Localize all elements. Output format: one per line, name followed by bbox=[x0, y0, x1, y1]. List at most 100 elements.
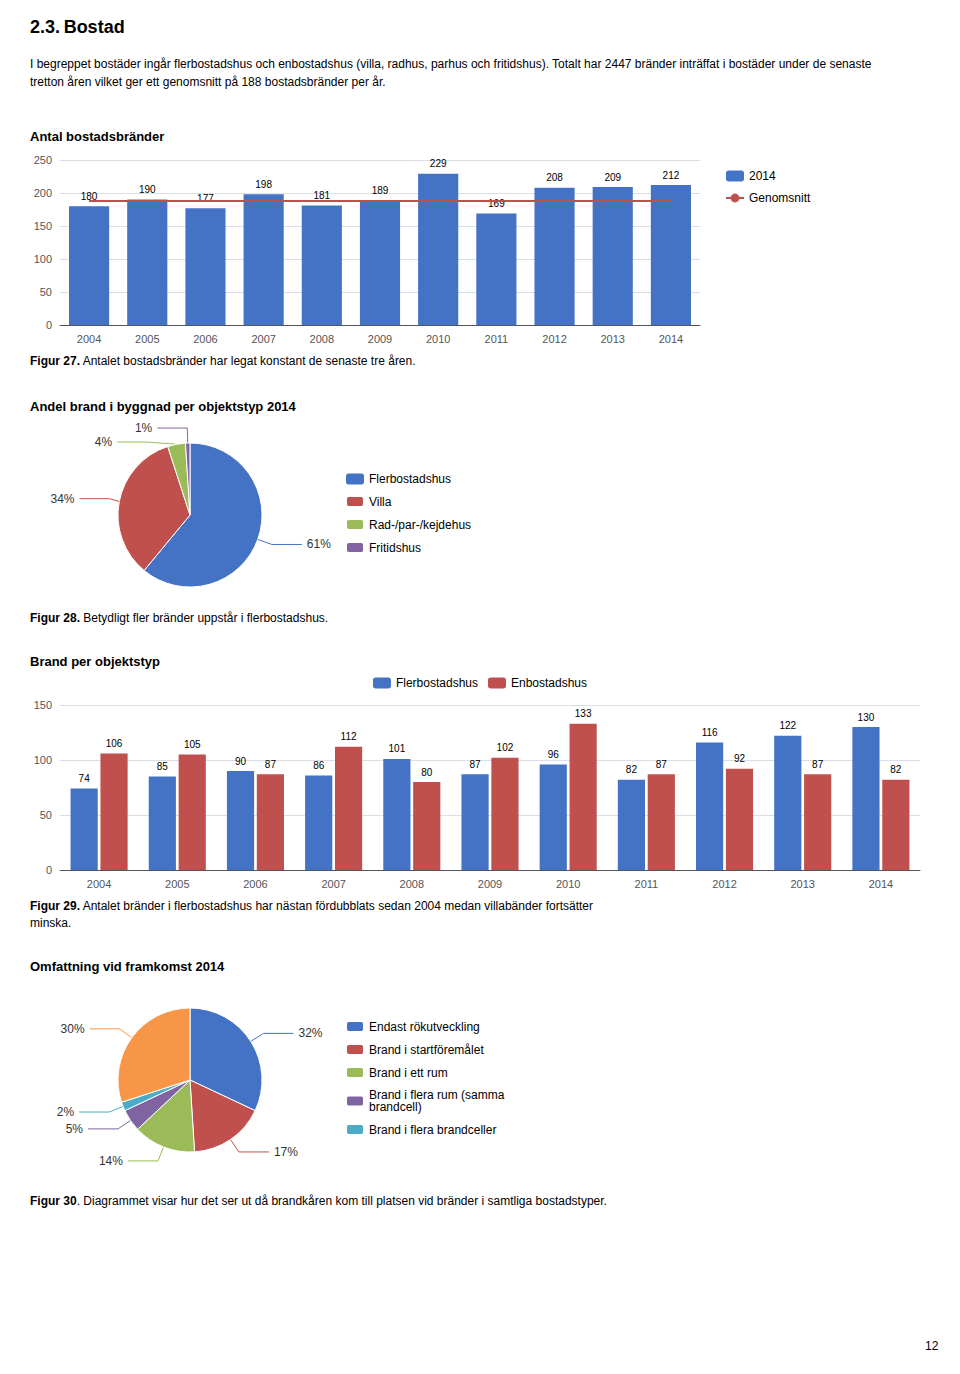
svg-text:90: 90 bbox=[235, 756, 247, 767]
svg-text:Genomsnitt: Genomsnitt bbox=[749, 191, 811, 205]
svg-text:Flerbostadshus: Flerbostadshus bbox=[369, 472, 451, 486]
svg-text:2007: 2007 bbox=[321, 878, 345, 890]
svg-text:2011: 2011 bbox=[635, 878, 659, 890]
svg-text:50: 50 bbox=[40, 809, 52, 821]
svg-text:Antalet bränder i flerbostadsh: Antalet bränder i flerbostadshus har näs… bbox=[80, 899, 593, 913]
svg-text:12: 12 bbox=[925, 1339, 939, 1353]
svg-text:2.3. Bostad: 2.3. Bostad bbox=[30, 17, 125, 37]
svg-text:74: 74 bbox=[79, 773, 91, 784]
svg-text:. Diagrammet visar hur det ser: . Diagrammet visar hur det ser ut då bra… bbox=[77, 1194, 607, 1208]
svg-text:Brand i flera brandceller: Brand i flera brandceller bbox=[369, 1123, 496, 1137]
svg-text:14%: 14% bbox=[99, 1154, 123, 1168]
svg-text:2006: 2006 bbox=[193, 333, 217, 345]
svg-text:30%: 30% bbox=[61, 1022, 85, 1036]
svg-text:2010: 2010 bbox=[556, 878, 580, 890]
svg-text:Brand per objektstyp: Brand per objektstyp bbox=[30, 654, 160, 669]
svg-text:116: 116 bbox=[702, 727, 718, 738]
svg-text:2008: 2008 bbox=[400, 878, 424, 890]
svg-text:208: 208 bbox=[546, 172, 563, 183]
svg-text:2008: 2008 bbox=[310, 333, 334, 345]
svg-text:96: 96 bbox=[548, 749, 560, 760]
svg-text:87: 87 bbox=[656, 759, 668, 770]
svg-text:4%: 4% bbox=[95, 435, 113, 449]
svg-text:Figur 30: Figur 30 bbox=[30, 1194, 77, 1208]
svg-text:Brand i startföremålet: Brand i startföremålet bbox=[369, 1043, 484, 1057]
svg-text:100: 100 bbox=[34, 253, 52, 265]
svg-text:Endast rökutveckling: Endast rökutveckling bbox=[369, 1020, 480, 1034]
svg-text:Antalet bostadsbränder har leg: Antalet bostadsbränder har legat konstan… bbox=[80, 354, 416, 368]
svg-text:250: 250 bbox=[34, 154, 52, 166]
svg-text:2005: 2005 bbox=[165, 878, 189, 890]
svg-text:200: 200 bbox=[34, 187, 52, 199]
svg-text:Brand i ett rum: Brand i ett rum bbox=[369, 1066, 448, 1080]
svg-text:2006: 2006 bbox=[243, 878, 267, 890]
svg-text:2013: 2013 bbox=[600, 333, 624, 345]
svg-text:2004: 2004 bbox=[87, 878, 111, 890]
svg-text:87: 87 bbox=[265, 759, 277, 770]
svg-text:87: 87 bbox=[812, 759, 824, 770]
svg-text:209: 209 bbox=[604, 172, 621, 183]
svg-text:Antal bostadsbränder: Antal bostadsbränder bbox=[30, 129, 164, 144]
svg-text:190: 190 bbox=[139, 184, 156, 195]
svg-text:32%: 32% bbox=[298, 1026, 322, 1040]
svg-text:189: 189 bbox=[372, 185, 389, 196]
svg-text:2012: 2012 bbox=[542, 333, 566, 345]
svg-text:61%: 61% bbox=[307, 537, 331, 551]
svg-text:Flerbostadshus: Flerbostadshus bbox=[396, 676, 478, 690]
svg-text:I begreppet bostäder ingår fle: I begreppet bostäder ingår flerbostadshu… bbox=[30, 57, 875, 71]
svg-text:Betydligt fler bränder uppstår: Betydligt fler bränder uppstår i flerbos… bbox=[80, 611, 328, 625]
svg-text:2012: 2012 bbox=[712, 878, 736, 890]
svg-text:50: 50 bbox=[40, 286, 52, 298]
svg-text:0: 0 bbox=[46, 319, 52, 331]
svg-text:80: 80 bbox=[421, 767, 433, 778]
svg-text:5%: 5% bbox=[66, 1122, 84, 1136]
svg-text:2%: 2% bbox=[57, 1105, 75, 1119]
svg-text:2011: 2011 bbox=[485, 333, 509, 345]
svg-text:Fritidshus: Fritidshus bbox=[369, 541, 421, 555]
svg-text:2009: 2009 bbox=[368, 333, 392, 345]
svg-text:17%: 17% bbox=[274, 1145, 298, 1159]
svg-text:133: 133 bbox=[575, 708, 592, 719]
svg-text:Figur 29.: Figur 29. bbox=[30, 899, 80, 913]
svg-text:150: 150 bbox=[34, 220, 52, 232]
svg-text:minska.: minska. bbox=[30, 916, 71, 930]
svg-text:150: 150 bbox=[34, 699, 52, 711]
svg-text:130: 130 bbox=[858, 712, 875, 723]
svg-text:Rad-/par-/kejdehus: Rad-/par-/kejdehus bbox=[369, 518, 471, 532]
svg-text:122: 122 bbox=[779, 720, 796, 731]
svg-text:100: 100 bbox=[34, 754, 52, 766]
svg-text:Enbostadshus: Enbostadshus bbox=[511, 676, 587, 690]
svg-text:82: 82 bbox=[890, 764, 902, 775]
svg-text:Andel brand i byggnad per obje: Andel brand i byggnad per objektstyp 201… bbox=[30, 399, 297, 414]
svg-text:2005: 2005 bbox=[135, 333, 159, 345]
svg-text:brandcell): brandcell) bbox=[369, 1100, 422, 1114]
svg-text:2004: 2004 bbox=[77, 333, 101, 345]
svg-text:Figur 27.: Figur 27. bbox=[30, 354, 80, 368]
svg-text:Figur 28.: Figur 28. bbox=[30, 611, 80, 625]
svg-text:2009: 2009 bbox=[478, 878, 502, 890]
svg-text:2010: 2010 bbox=[426, 333, 450, 345]
svg-text:112: 112 bbox=[341, 731, 357, 742]
svg-text:tretton åren vilket ger ett ge: tretton åren vilket ger ett genomsnitt p… bbox=[30, 75, 386, 89]
svg-text:2013: 2013 bbox=[790, 878, 814, 890]
svg-text:2014: 2014 bbox=[869, 878, 893, 890]
svg-text:0: 0 bbox=[46, 864, 52, 876]
svg-text:85: 85 bbox=[157, 761, 169, 772]
svg-text:212: 212 bbox=[663, 170, 680, 181]
svg-text:177: 177 bbox=[197, 193, 214, 204]
svg-text:82: 82 bbox=[626, 764, 638, 775]
svg-text:Villa: Villa bbox=[369, 495, 392, 509]
svg-text:102: 102 bbox=[497, 742, 514, 753]
svg-text:34%: 34% bbox=[50, 492, 74, 506]
svg-text:105: 105 bbox=[184, 739, 201, 750]
svg-text:198: 198 bbox=[255, 179, 272, 190]
svg-text:181: 181 bbox=[313, 190, 330, 201]
svg-text:2014: 2014 bbox=[749, 169, 776, 183]
svg-text:169: 169 bbox=[488, 198, 505, 209]
svg-text:86: 86 bbox=[313, 760, 325, 771]
svg-text:92: 92 bbox=[734, 753, 746, 764]
svg-text:229: 229 bbox=[430, 158, 447, 169]
svg-text:101: 101 bbox=[389, 743, 406, 754]
svg-text:106: 106 bbox=[106, 738, 123, 749]
svg-text:Omfattning vid framkomst 2014: Omfattning vid framkomst 2014 bbox=[30, 959, 225, 974]
